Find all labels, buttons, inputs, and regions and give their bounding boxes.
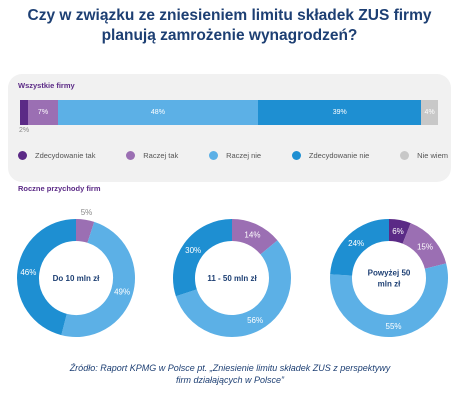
donut-1-slice-3 [173,219,233,297]
donut-0-label-2: 49% [114,287,130,296]
source-line-1: Źródło: Raport KPMG w Polsce pt. „Zniesi… [69,363,391,373]
donut-2-label-1: 15% [417,242,433,251]
donut-2-slice-2 [330,263,448,337]
donut-2: 6% 15% 55% 24% Powyżej 50 mln zł [330,219,448,337]
donut-0-center-label: Do 10 mln zł [53,274,100,283]
all-firms-stacked-bar: 7% 48% 39% 4% [20,100,438,125]
donut-2-slice-3 [330,219,390,277]
donut-1-slice-1 [231,219,278,255]
bar-small-label: 2% [19,127,30,134]
donut-2-label-0: 6% [392,227,404,236]
legend-item-2: Raczej nie [209,151,261,160]
donut-0-slice-3 [17,219,77,336]
donut-1-label-3: 30% [185,246,201,255]
legend-item-3: Zdecydowanie nie [291,151,370,160]
donut-2-center-label-0: Powyżej 50 [368,269,411,278]
legend-item-4: Nie wiem [400,151,448,160]
legend-label-1: Raczej tak [143,151,179,160]
donut-1-label-2: 56% [247,316,263,325]
bar-segment-1: 7% [28,100,58,125]
donut-0-label-3: 46% [20,268,36,277]
bar-segment-label-1: 7% [37,109,49,116]
bar-segment-label-2: 48% [150,109,165,116]
legend-label-2: Raczej nie [226,151,262,160]
legend-dot-1 [126,151,136,160]
bar-segment-label-3: 39% [332,109,347,116]
legend-label-3: Zdecydowanie nie [308,151,370,160]
all-firms-panel [8,74,451,182]
legend-dot-0 [18,151,27,160]
donut-2-slice-1 [402,223,447,270]
legend-item-0: Zdecydowanie tak [18,151,95,160]
legend-item-1: Raczej tak [126,151,178,160]
all-firms-label: Wszystkie firmy [18,81,75,90]
donut-2-center-label-1: mln zł [378,280,401,289]
bar-segment-2: 48% [57,100,259,125]
donut-0-slice-2 [61,221,135,337]
revenue-section-label: Roczne przychody firm [18,184,101,193]
donut-1-center-label: 11 - 50 mln zł [207,274,257,283]
donut-2-label-2: 55% [386,322,402,331]
donut-1-label-1: 14% [244,231,260,240]
legend-dot-3 [291,151,301,160]
donut-2-label-3: 24% [348,239,364,248]
legend-label-4: Nie wiem [417,151,448,160]
bar-segment-0 [20,100,29,125]
donut-1-slice-2 [175,240,291,337]
donut-1: 14% 56% 30% 11 - 50 mln zł [173,219,291,337]
donut-0-slice-1 [75,219,95,243]
source-line-2: firm działających w Polsce” [175,375,285,385]
chart-title: Czy w związku ze zniesieniem limitu skła… [0,6,459,46]
donut-0-label-1: 5% [81,208,93,217]
legend-dot-4 [400,151,410,160]
donut-2-slice-0 [388,219,411,244]
chart-title-line-2: planują zamrożenie wynagrodzeń? [101,27,358,44]
bar-segment-4: 4% [421,100,438,125]
legend: Zdecydowanie tak Raczej tak Raczej nie Zdec… [18,151,448,160]
chart-title-line-1: Czy w związku ze zniesieniem limitu skła… [27,7,432,24]
donut-0: 5% 49% 46% Do 10 mln zł [17,208,135,337]
revenue-donut-charts: 5% 49% 46% Do 10 mln zł 14% 56% 30% 11 - 50 mln… [17,208,448,337]
source-note: Źródło: Raport KPMG w Polsce pt. „Zniesi… [10,362,450,386]
bar-segment-label-4: 4% [424,109,435,116]
bar-segment-3: 39% [258,100,422,125]
legend-label-0: Zdecydowanie tak [35,151,96,160]
legend-dot-2 [209,151,219,160]
